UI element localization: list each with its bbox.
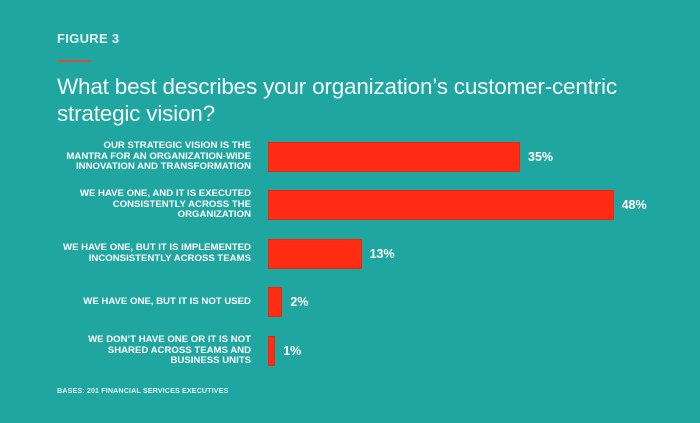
- figure-label: FIGURE 3: [57, 31, 120, 46]
- value-label: 48%: [621, 198, 647, 212]
- value-label: 1%: [283, 344, 302, 358]
- value-label: 35%: [528, 150, 554, 164]
- category-label: WE HAVE ONE, AND IT IS EXECUTED CONSISTE…: [79, 188, 251, 221]
- bar: [268, 336, 276, 366]
- bar: [268, 287, 283, 317]
- source-note: BASES: 201 FINANCIAL SERVICES EXECUTIVES: [57, 386, 229, 395]
- category-label: OUR STRATEGIC VISION IS THE MANTRA FOR A…: [66, 140, 251, 173]
- chart-title: What best describes your organization’s …: [57, 74, 617, 126]
- value-label: 13%: [369, 247, 395, 261]
- category-label: WE HAVE ONE, BUT IT IS NOT USED: [83, 295, 251, 307]
- category-label: WE DON’T HAVE ONE OR IT IS NOT SHARED AC…: [88, 334, 251, 367]
- value-label: 2%: [290, 295, 309, 309]
- bar: [268, 190, 614, 220]
- bar: [268, 142, 520, 172]
- accent-rule: [57, 60, 91, 62]
- bar: [268, 239, 362, 269]
- category-label: WE HAVE ONE, BUT IT IS IMPLEMENTED INCON…: [63, 242, 251, 264]
